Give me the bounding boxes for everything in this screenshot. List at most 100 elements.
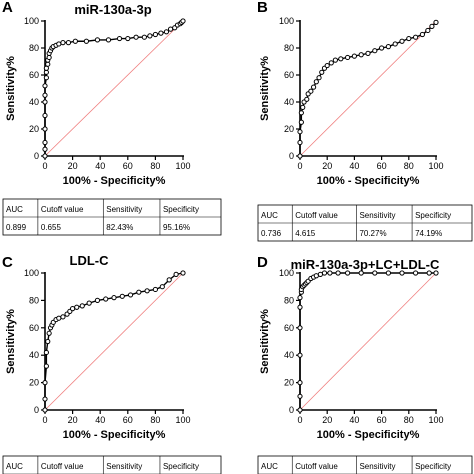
stats-table-header: AUC (6, 205, 23, 214)
roc-point (304, 96, 310, 102)
roc-point (297, 407, 303, 413)
roc-point (433, 19, 439, 25)
panel-title: miR-130a-3p (74, 2, 151, 17)
roc-point (42, 99, 48, 105)
roc-point (425, 27, 431, 34)
x-tick-label: 80 (404, 415, 414, 425)
y-tick-label: 0 (34, 405, 39, 415)
stats-table-header: Cutoff value (41, 205, 84, 214)
roc-point (42, 146, 48, 152)
panel-title: miR-130a-3p+LC+LDL-C (291, 257, 440, 272)
x-tick-label: 80 (150, 161, 160, 171)
roc-point (358, 52, 364, 58)
roc-point (385, 44, 391, 50)
roc-point (298, 110, 304, 116)
x-tick-label: 100 (428, 161, 443, 171)
roc-point (429, 23, 435, 29)
x-axis-title: 100% - Specificity% (63, 429, 166, 441)
roc-point (42, 153, 48, 159)
y-tick-label: 80 (284, 295, 294, 305)
roc-point (379, 45, 385, 51)
x-tick-label: 40 (95, 161, 105, 171)
y-tick-label: 60 (284, 323, 294, 333)
roc-point (426, 270, 432, 276)
roc-point (332, 57, 338, 63)
roc-point (308, 88, 314, 94)
roc-point (297, 325, 303, 331)
roc-point (399, 38, 405, 44)
stats-table-value: 0.899 (6, 223, 27, 232)
y-tick-label: 0 (34, 151, 39, 161)
x-axis-title: 100% - Specificity% (63, 175, 166, 187)
roc-point (311, 84, 317, 90)
roc-point (319, 69, 325, 75)
x-tick-label: 20 (68, 415, 78, 425)
roc-point (43, 75, 49, 81)
y-tick-label: 100 (279, 268, 294, 278)
roc-point (351, 53, 357, 59)
roc-point (43, 363, 49, 369)
x-tick-label: 0 (42, 161, 47, 171)
roc-panel-c: C LDL-C 0 20 40 60 80 100 0 20 40 60 80 100 100% - Spe… (2, 253, 222, 474)
stats-table-header: Cutoff value (41, 462, 84, 471)
stats-table-header: Cutoff value (295, 462, 338, 471)
stats-table-value: 0.655 (41, 223, 62, 232)
roc-point (60, 314, 66, 320)
roc-point (297, 352, 303, 358)
roc-point (338, 56, 344, 62)
roc-point (141, 34, 147, 40)
y-axis-title: Sensitivity% (5, 309, 17, 374)
y-tick-label: 40 (284, 97, 294, 107)
roc-point (45, 338, 51, 345)
roc-point (42, 112, 48, 119)
x-tick-label: 100 (175, 415, 190, 425)
y-tick-label: 40 (29, 97, 39, 107)
roc-point (83, 38, 90, 44)
roc-point (335, 270, 341, 276)
y-tick-label: 80 (284, 43, 294, 53)
x-tick-label: 60 (377, 415, 387, 425)
y-tick-label: 20 (284, 124, 294, 134)
roc-point (46, 330, 52, 336)
roc-point (103, 296, 109, 302)
x-tick-label: 80 (404, 161, 414, 171)
reference-diagonal (44, 272, 184, 411)
stats-table-header: Specificity (163, 205, 199, 214)
panel-title: LDL-C (70, 253, 110, 268)
y-tick-label: 0 (289, 405, 294, 415)
x-tick-label: 20 (68, 161, 78, 171)
x-tick-label: 40 (349, 415, 359, 425)
y-tick-label: 20 (29, 124, 39, 134)
roc-point (65, 40, 72, 46)
roc-point (324, 62, 330, 69)
y-tick-label: 80 (29, 43, 39, 53)
roc-point (56, 315, 62, 321)
roc-point (433, 270, 439, 276)
roc-point (321, 270, 328, 276)
roc-point (173, 271, 179, 277)
roc-point (74, 304, 80, 310)
stats-table-border (257, 455, 473, 474)
roc-point (413, 270, 419, 276)
stats-table-header: Sensitivity (106, 205, 142, 214)
x-tick-label: 0 (297, 415, 302, 425)
stats-table-value: 4.615 (295, 229, 316, 238)
roc-point (180, 270, 186, 276)
roc-point (297, 129, 303, 135)
roc-point (60, 40, 66, 46)
y-tick-label: 40 (284, 350, 294, 360)
y-tick-label: 100 (24, 268, 39, 278)
roc-point (42, 380, 48, 386)
roc-point (300, 104, 306, 111)
roc-point (372, 270, 378, 276)
roc-point (56, 41, 62, 47)
panel-letter: D (257, 254, 268, 271)
stats-table-header: Specificity (415, 211, 451, 220)
roc-point (70, 306, 76, 312)
roc-point (365, 50, 371, 57)
roc-point (111, 295, 117, 301)
roc-point (125, 35, 131, 42)
panel-letter: B (257, 0, 268, 16)
